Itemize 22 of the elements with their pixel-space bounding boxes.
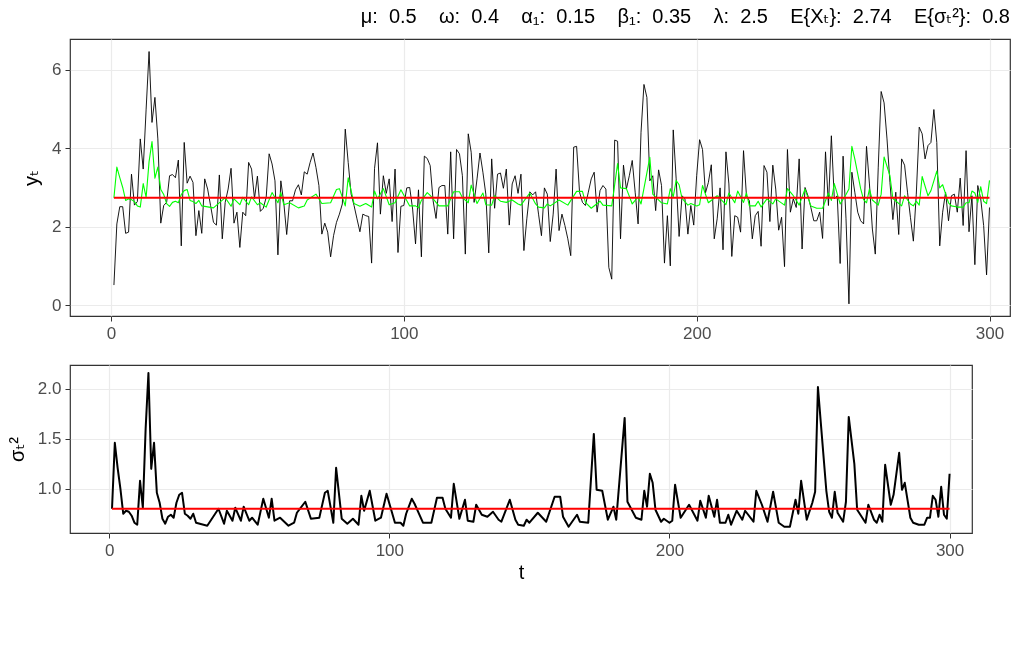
- y-tick-label: 2: [52, 217, 62, 237]
- y-tick-label: 4: [52, 138, 62, 158]
- y-axis-title: σₜ²: [5, 436, 28, 462]
- y-tick-label: 0: [52, 295, 62, 315]
- y-tick-label: 2.0: [37, 379, 62, 399]
- y-tick-label: 6: [52, 60, 62, 80]
- x-tick-label: 200: [682, 323, 712, 343]
- x-tick-label: 100: [375, 540, 405, 560]
- chart-title: μ: 0.5 ω: 0.4 α₁: 0.15 β₁: 0.35 λ: 2.5 E{Xₜ}: 2.74 E{σₜ²}: 0.8: [360, 5, 1010, 27]
- x-tick-label: 200: [655, 540, 685, 560]
- x-tick-label: 100: [390, 323, 419, 343]
- line-series: [111, 371, 951, 528]
- line-series: [113, 141, 991, 209]
- x-tick-label: 300: [935, 540, 965, 560]
- y-axis-title: yₜ: [20, 170, 43, 186]
- x-axis-title: t: [518, 560, 525, 583]
- x-tick-label: 0: [106, 323, 117, 343]
- line-series: [113, 51, 990, 305]
- x-tick-label: 300: [975, 323, 1005, 343]
- x-tick-label: 0: [104, 540, 115, 560]
- y-tick-label: 1.5: [37, 429, 62, 449]
- y-tick-label: 1.0: [37, 479, 62, 499]
